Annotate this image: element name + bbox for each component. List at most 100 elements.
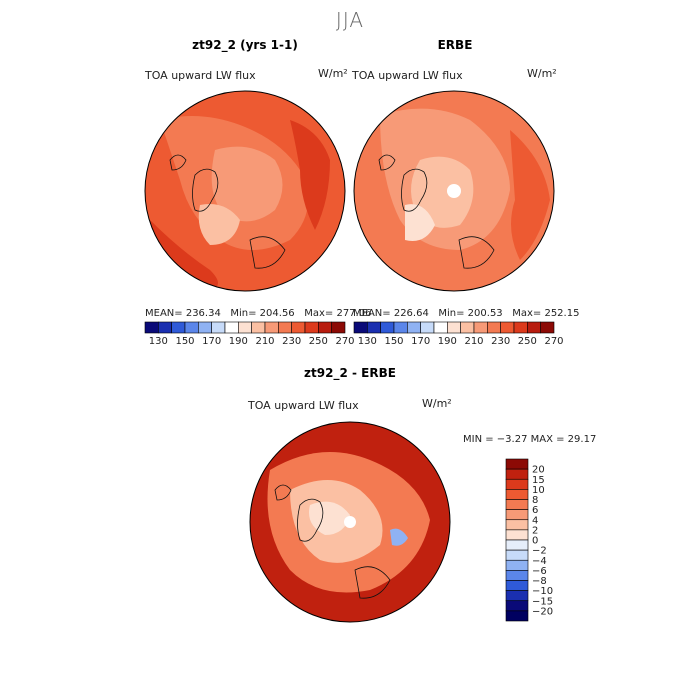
panel-obs-title: ERBE: [437, 38, 473, 52]
map-diff: [250, 422, 450, 622]
map-obs-pole-missing: [447, 184, 461, 198]
panel-obs-mean: MEAN= 226.64: [353, 308, 429, 319]
colorbar-diff-tick-label: −20: [532, 606, 553, 617]
colorbar-model-swatch-9: [264, 321, 279, 334]
colorbar-diff-swatch-13: [505, 590, 529, 602]
map-model: [145, 91, 345, 291]
panel-model-title: zt92_2 (yrs 1-1): [192, 38, 298, 52]
panel-obs-stats: MEAN= 226.64 Min= 200.53 Max= 252.15: [353, 308, 579, 319]
colorbar-obs-swatch-3: [393, 321, 408, 334]
colorbar-obs-tick-label: 270: [544, 336, 563, 347]
colorbar-diff-swatch-15: [505, 610, 529, 622]
colorbar-model-tick-label: 230: [282, 336, 301, 347]
colorbar-model-swatch-1: [158, 321, 172, 334]
colorbar-model-swatch-2: [171, 321, 186, 334]
map-obs-coastlines: [378, 154, 495, 269]
colorbar-obs-tick-label: 130: [358, 336, 377, 347]
panel-diff-title: zt92_2 - ERBE: [304, 366, 396, 380]
colorbar-model-swatch-7: [238, 321, 252, 334]
colorbar-diff-swatch-3: [505, 489, 529, 500]
map-obs-border: [353, 90, 555, 292]
map-diff-border: [249, 421, 451, 623]
colorbar-model-tick-label: 190: [229, 336, 248, 347]
colorbar-model-swatch-14: [331, 321, 346, 334]
colorbar-obs-swatch-7: [447, 321, 461, 334]
panel-obs-max: Max= 252.15: [512, 308, 580, 319]
panel-obs-units-label: W/m²: [527, 67, 557, 80]
colorbar-obs-tick-label: 230: [491, 336, 510, 347]
panel-obs-min: Min= 200.53: [438, 308, 503, 319]
colorbar-model-tick-label: 250: [309, 336, 328, 347]
colorbar-diff-tick-label: −6: [532, 566, 547, 577]
colorbar-diff-swatch-6: [505, 519, 529, 531]
figure-title: JJA: [335, 8, 365, 32]
map-model-contour-210: [211, 146, 283, 222]
colorbar-diff-tick-label: −10: [532, 586, 553, 597]
panel-model-max: Max= 277.06: [304, 308, 372, 319]
colorbar-obs-swatch-14: [540, 321, 555, 334]
colorbar-diff-swatch-1: [505, 468, 529, 480]
colorbar-diff-swatch-9: [505, 549, 529, 561]
colorbar-diff-tick-label: −4: [532, 556, 547, 567]
colorbar-obs-swatch-6: [433, 321, 448, 334]
colorbar-obs-swatch-0: [353, 321, 368, 334]
colorbar-diff-tick-label: 4: [532, 515, 538, 526]
colorbar-obs-swatch-2: [380, 321, 395, 334]
panel-model-mean: MEAN= 236.34: [145, 308, 221, 319]
map-model-contour-250b: [150, 220, 218, 291]
colorbar-obs-swatch-11: [500, 321, 515, 334]
map-model-contour-200: [198, 204, 240, 245]
colorbar-diff-swatch-14: [505, 600, 529, 612]
colorbar-obs-swatch-1: [367, 321, 381, 334]
colorbar-diff-tick-label: 8: [532, 495, 538, 506]
colorbar-model-swatch-11: [291, 321, 306, 334]
colorbar-model-tick-label: 210: [255, 336, 274, 347]
colorbar-diff-swatch-12: [505, 580, 529, 591]
colorbar-model-tick-label: 150: [175, 336, 194, 347]
colorbar-model-swatch-4: [198, 321, 212, 334]
colorbar-model-tick-label: 170: [202, 336, 221, 347]
map-model-border: [144, 90, 346, 292]
colorbar-model-swatch-3: [184, 321, 199, 334]
colorbar-diff-tick-label: 10: [532, 485, 545, 496]
colorbar-diff-swatch-11: [505, 570, 529, 581]
colorbar-diff-swatch-5: [505, 509, 529, 521]
panel-model-units-label: W/m²: [318, 67, 348, 80]
colorbar-model-swatch-13: [318, 321, 332, 334]
colorbar-obs-swatch-12: [513, 321, 528, 334]
colorbar-diff-swatch-10: [505, 559, 529, 571]
map-obs-contour-200: [405, 204, 435, 241]
panel-model-stats: MEAN= 236.34 Min= 204.56 Max= 277.06: [145, 308, 371, 319]
colorbar-model-tick-label: 270: [335, 336, 354, 347]
colorbar-model-swatch-10: [278, 321, 292, 334]
colorbar-diff-swatch-8: [505, 539, 529, 551]
panel-obs-variable-label: TOA upward LW flux: [352, 69, 463, 82]
colorbar-diff-tick-label: −2: [532, 546, 547, 557]
map-obs-contour-240: [510, 130, 550, 260]
colorbar-obs-swatch-9: [473, 321, 488, 334]
colorbar-model-swatch-8: [251, 321, 266, 334]
colorbar-obs-tick-label: 170: [411, 336, 430, 347]
map-model-coastlines: [169, 154, 286, 269]
colorbar-obs-tick-label: 190: [438, 336, 457, 347]
panel-diff-units-label: W/m²: [422, 397, 452, 410]
panel-model-variable-label: TOA upward LW flux: [145, 69, 256, 82]
colorbar-diff-tick-label: 0: [532, 536, 538, 547]
colorbar-model-swatch-5: [211, 321, 226, 334]
colorbar-obs-tick-label: 210: [464, 336, 483, 347]
colorbar-diff-swatch-2: [505, 478, 529, 490]
colorbar-diff-tick-label: 2: [532, 525, 538, 536]
colorbar-obs-swatch-8: [460, 321, 475, 334]
colorbar-diff-swatch-4: [505, 499, 529, 510]
colorbar-model: 130 150 170 190 210 230 250 270: [144, 321, 355, 347]
colorbar-diff-tick-label: 20: [532, 465, 545, 476]
colorbar-obs-swatch-4: [407, 321, 421, 334]
colorbar-model-tick-label: 130: [149, 336, 168, 347]
panel-diff-variable-label: TOA upward LW flux: [248, 399, 359, 412]
colorbar-diff-swatch-7: [505, 529, 529, 541]
map-diff-negative-region: [390, 528, 408, 546]
colorbar-model-swatch-6: [224, 321, 239, 334]
colorbar-obs-swatch-10: [487, 321, 501, 334]
